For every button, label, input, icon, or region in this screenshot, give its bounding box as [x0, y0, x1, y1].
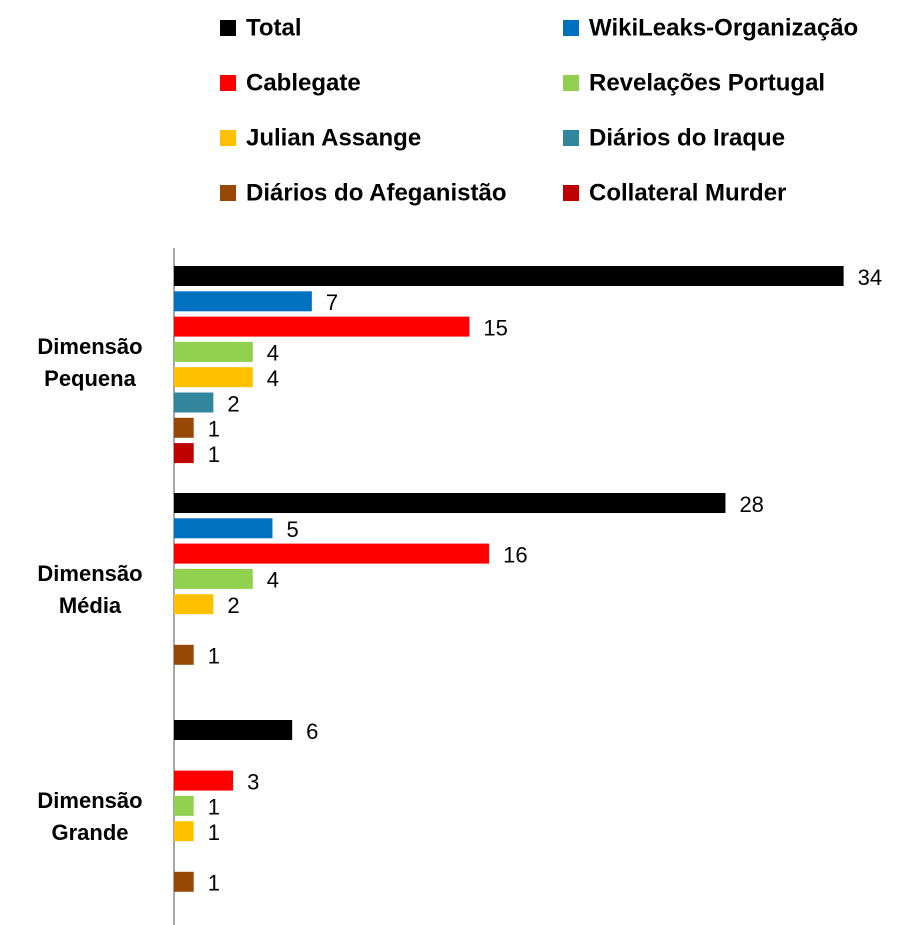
legend-swatch	[220, 75, 236, 91]
legend-swatch	[563, 130, 579, 146]
bar	[174, 821, 194, 842]
data-label: 1	[208, 417, 220, 442]
bar	[174, 291, 312, 312]
legend-label: Julian Assange	[246, 124, 421, 151]
category-label: Dimensão Pequena	[37, 334, 143, 392]
legend-swatch	[563, 20, 579, 36]
data-label: 16	[503, 542, 527, 567]
data-label: 4	[267, 568, 279, 593]
bar	[174, 871, 194, 892]
bar	[174, 644, 194, 665]
legend-label: Cablegate	[246, 69, 361, 96]
data-label: 15	[483, 315, 507, 340]
legend-label: Revelações Portugal	[589, 69, 825, 96]
data-label: 1	[208, 795, 220, 820]
bar	[174, 266, 844, 286]
bar	[174, 417, 194, 438]
legend-label: Collateral Murder	[589, 179, 786, 206]
data-label: 4	[267, 341, 279, 366]
bar	[174, 795, 194, 816]
data-label: 2	[227, 391, 239, 416]
legend-label: Diários do Afeganistão	[246, 179, 506, 206]
data-label: 28	[739, 492, 763, 517]
legend-swatch	[563, 75, 579, 91]
legend-swatch	[220, 20, 236, 36]
data-label: 5	[286, 517, 298, 542]
category-label: Dimensão Média	[37, 561, 143, 619]
data-label: 1	[208, 820, 220, 845]
bar	[174, 594, 214, 615]
bar	[174, 341, 253, 362]
legend-swatch	[220, 185, 236, 201]
data-label: 2	[227, 593, 239, 618]
bar	[174, 518, 273, 539]
category-label: Dimensão Grande	[37, 788, 143, 846]
bar	[174, 392, 214, 413]
data-label: 1	[208, 442, 220, 467]
legend-label: Total	[246, 14, 302, 41]
data-label: 4	[267, 366, 279, 391]
legend-label: WikiLeaks-Organização	[589, 14, 858, 41]
bar	[174, 443, 194, 464]
bar	[174, 543, 490, 564]
data-label: 6	[306, 719, 318, 744]
data-label: 7	[326, 290, 338, 315]
legend-swatch	[563, 185, 579, 201]
bar	[174, 770, 234, 791]
legend-label: Diários do Iraque	[589, 124, 785, 151]
bar	[174, 568, 253, 589]
bar	[174, 316, 470, 337]
data-label: 1	[208, 871, 220, 896]
legend-swatch	[220, 130, 236, 146]
data-label: 34	[858, 265, 882, 290]
bar	[174, 720, 293, 740]
data-label: 1	[208, 644, 220, 669]
bar	[174, 367, 253, 388]
data-label: 3	[247, 769, 259, 794]
bar	[174, 493, 726, 513]
